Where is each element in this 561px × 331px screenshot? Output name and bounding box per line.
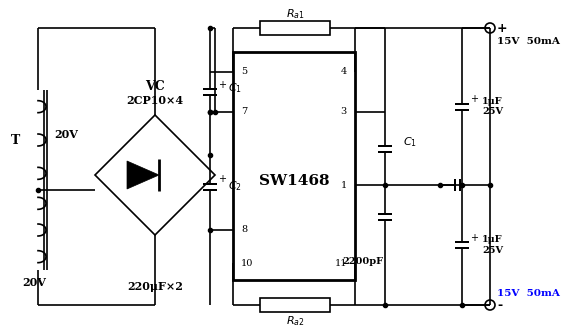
Text: 15V  50mA: 15V 50mA bbox=[497, 37, 560, 46]
Text: $C_2$: $C_2$ bbox=[228, 180, 242, 193]
Text: 10: 10 bbox=[241, 259, 254, 267]
Text: 220μF×2: 220μF×2 bbox=[127, 281, 183, 293]
Text: 8: 8 bbox=[241, 225, 247, 234]
Text: 1: 1 bbox=[341, 180, 347, 190]
Text: -: - bbox=[497, 299, 502, 311]
Text: 15V  50mA: 15V 50mA bbox=[497, 289, 560, 298]
Text: $C_1$: $C_1$ bbox=[228, 81, 242, 95]
Text: 11: 11 bbox=[334, 259, 347, 267]
Text: 2CP10×4: 2CP10×4 bbox=[126, 94, 183, 106]
Text: +: + bbox=[470, 233, 478, 243]
Text: VC: VC bbox=[145, 80, 165, 93]
Text: 20V: 20V bbox=[54, 129, 78, 140]
Text: +: + bbox=[497, 22, 508, 34]
Text: SW1468: SW1468 bbox=[259, 174, 329, 188]
Text: +: + bbox=[218, 174, 226, 184]
Text: 4: 4 bbox=[341, 68, 347, 76]
Text: 3: 3 bbox=[341, 108, 347, 117]
Text: T: T bbox=[11, 133, 20, 147]
Text: 2200pF: 2200pF bbox=[342, 258, 384, 266]
Text: 7: 7 bbox=[241, 108, 247, 117]
Text: 1μF
25V: 1μF 25V bbox=[482, 97, 503, 116]
Text: 5: 5 bbox=[241, 68, 247, 76]
Text: +: + bbox=[218, 80, 226, 90]
Bar bbox=[260, 21, 330, 35]
Text: $R_{a2}$: $R_{a2}$ bbox=[286, 314, 304, 328]
Text: 20V: 20V bbox=[22, 276, 46, 288]
Text: $C_1$: $C_1$ bbox=[403, 136, 417, 149]
Text: $R_{a1}$: $R_{a1}$ bbox=[286, 7, 305, 21]
Polygon shape bbox=[127, 161, 159, 189]
Bar bbox=[233, 52, 355, 280]
Text: +: + bbox=[470, 94, 478, 105]
Bar bbox=[260, 298, 330, 312]
Text: 1μF
25V: 1μF 25V bbox=[482, 235, 503, 255]
